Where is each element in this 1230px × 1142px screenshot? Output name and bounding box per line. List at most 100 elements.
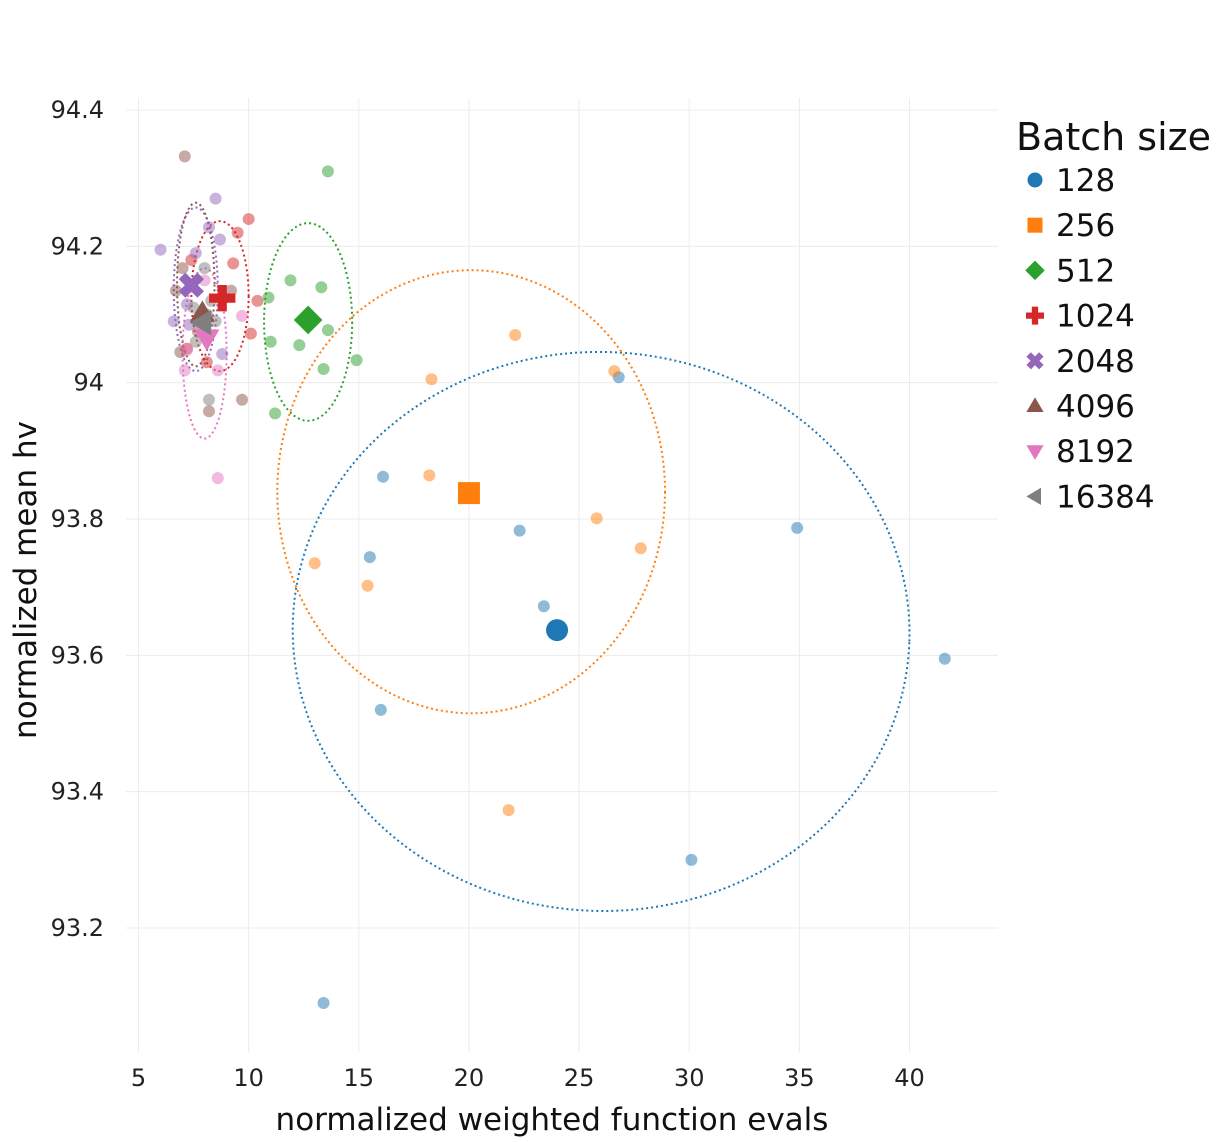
point-series-2048 [189,247,202,260]
y-tick-label: 93.2 [51,914,104,942]
point-series-128 [377,470,390,483]
y-tick-label: 94.4 [51,96,104,124]
point-series-256 [608,365,621,378]
point-series-128 [791,521,804,534]
legend-label-8192: 8192 [1056,434,1135,470]
point-series-1024 [251,294,264,307]
legend-label-4096: 4096 [1056,389,1135,425]
point-series-128 [685,853,698,866]
point-series-16384 [189,335,202,348]
legend-marker-4096 [1026,397,1044,412]
point-series-1024 [227,257,240,270]
point-series-8192 [211,472,224,485]
y-axis-title: normalized mean hv [8,421,44,739]
point-series-512 [269,407,282,420]
point-series-2048 [167,315,180,328]
legend-label-128: 128 [1056,163,1115,199]
point-series-256 [509,328,522,341]
point-series-16384 [198,262,211,275]
y-tick-label: 94 [73,369,104,397]
point-series-256 [361,579,374,592]
mean-marker-series-2048 [178,272,204,298]
legend-marker-2048 [1026,352,1044,370]
point-series-128 [513,524,526,537]
point-series-16384 [202,393,215,406]
mean-marker-series-128 [546,619,569,642]
point-series-256 [590,512,603,525]
point-series-512 [317,363,330,376]
y-axis-ticks: 93.2 93.4 93.6 93.8 94 94.2 94.4 [51,96,104,942]
point-series-128 [537,600,550,613]
point-series-1024 [231,226,244,239]
x-tick-label: 5 [131,1064,146,1092]
series-means [178,272,569,642]
point-series-8192 [180,343,193,356]
ellipse-series-128 [291,350,911,912]
point-series-4096 [178,150,191,163]
legend-marker-2048-shape [1026,352,1044,370]
legend: Batch size 128 256 512 1024 2048 4096 8192 1638… [1016,115,1211,515]
x-axis-title: normalized weighted function evals [276,1102,829,1138]
legend-marker-8192 [1026,445,1044,460]
legend-title: Batch size [1016,115,1211,159]
gridlines [126,98,998,1052]
legend-label-2048: 2048 [1056,344,1135,380]
point-series-2048 [209,192,222,205]
legend-marker-16384 [1026,487,1041,506]
legend-label-512: 512 [1056,253,1115,289]
legend-marker-256 [1027,217,1043,233]
mean-marker-series-1024 [209,284,236,312]
y-tick-label: 93.6 [51,641,104,669]
x-tick-label: 25 [564,1064,595,1092]
point-series-1024 [200,356,213,369]
mean-marker-series-512 [293,305,323,335]
mean-marker-series-16384 [189,310,212,336]
point-series-256 [308,557,321,570]
point-series-2048 [216,348,229,361]
y-tick-label: 93.4 [51,778,104,806]
point-series-512 [315,281,328,294]
point-series-4096 [176,262,189,275]
point-series-2048 [154,243,167,256]
point-series-128 [938,652,951,665]
point-series-128 [363,551,376,564]
point-series-256 [634,542,647,555]
point-series-256 [502,804,515,817]
legend-label-256: 256 [1056,208,1115,244]
x-axis-ticks: 5 10 15 20 25 30 35 40 [131,1064,925,1092]
point-series-512 [321,165,334,178]
point-series-512 [321,324,334,337]
point-series-8192 [211,364,224,377]
point-series-512 [350,354,363,367]
point-series-4096 [202,405,215,418]
legend-marker-128 [1027,172,1043,188]
legend-marker-1024 [1026,306,1044,325]
point-series-1024 [244,327,257,340]
legend-label-1024: 1024 [1056,299,1135,335]
mean-marker-series-256 [457,482,480,505]
x-tick-label: 40 [894,1064,925,1092]
point-series-512 [293,339,306,352]
x-tick-label: 15 [344,1064,375,1092]
point-series-512 [262,291,275,304]
point-series-2048 [202,221,215,234]
point-series-2048 [214,233,227,246]
y-tick-label: 94.2 [51,232,104,260]
x-tick-label: 35 [784,1064,815,1092]
x-tick-label: 30 [674,1064,705,1092]
point-series-4096 [236,393,249,406]
point-series-128 [317,996,330,1009]
point-series-512 [284,274,297,287]
ellipse-series-512 [263,222,354,422]
point-series-8192 [178,364,191,377]
mean-marker-series-8192 [194,329,220,352]
ellipse-series-4096 [176,201,216,368]
ellipse-series-256 [276,269,666,715]
x-tick-label: 20 [454,1064,485,1092]
legend-marker-512 [1025,260,1045,281]
legend-label-16384: 16384 [1056,479,1155,515]
point-series-512 [264,335,277,348]
mean-marker-series-2048-shape [178,272,204,298]
